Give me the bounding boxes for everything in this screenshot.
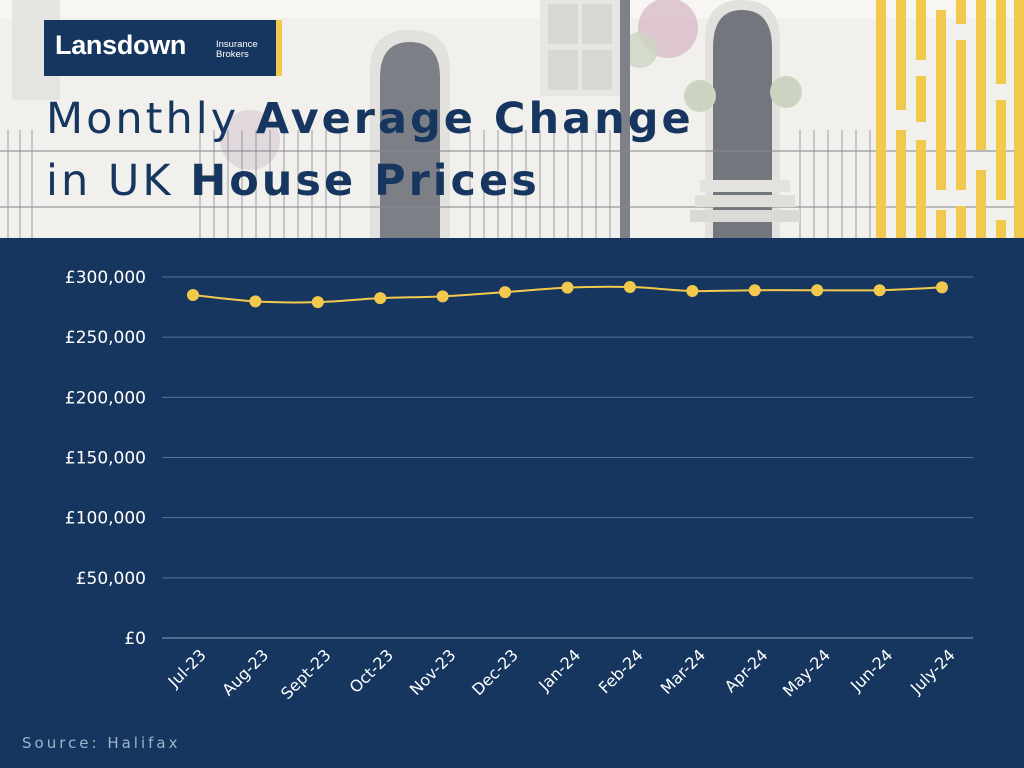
lansdown-logo: Lansdown Insurance Brokers	[44, 20, 282, 76]
header-banner: Lansdown Insurance Brokers Monthly Avera…	[0, 0, 1024, 238]
data-point	[374, 292, 387, 305]
logo-brand-text: Lansdown	[55, 30, 187, 60]
y-tick-label: £50,000	[76, 569, 146, 589]
logo-sub-line2: Brokers	[216, 49, 249, 60]
x-tick-label: Jul-23	[164, 645, 210, 691]
x-axis-ticks: Jul-23 Aug-23 Sept-23 Oct-23 Nov-23 Dec-23 Jan…	[164, 645, 959, 703]
x-tick-label: Feb-24	[595, 645, 647, 697]
x-tick-label: Jun-24	[846, 645, 896, 695]
y-tick-label: £300,000	[65, 268, 146, 288]
data-point	[499, 286, 512, 299]
data-point	[936, 281, 948, 294]
price-series	[187, 280, 948, 309]
yellow-stripe-pattern	[876, 0, 1024, 238]
data-point	[249, 295, 262, 308]
title-line1-bold: Average Change	[255, 94, 694, 144]
title-line2-light: in UK	[46, 156, 191, 206]
y-tick-label: £100,000	[65, 509, 146, 529]
data-point	[436, 290, 449, 303]
y-tick-label: £150,000	[65, 449, 146, 469]
y-tick-label: £200,000	[65, 388, 146, 408]
title-line1-light: Monthly	[46, 94, 256, 144]
gridlines	[162, 276, 973, 639]
data-point	[311, 296, 324, 309]
x-tick-label: Nov-23	[406, 645, 460, 699]
x-tick-label: Dec-23	[468, 645, 522, 699]
logo-subtitle: Insurance Brokers	[216, 40, 276, 60]
logo-sub-line1: Insurance	[216, 39, 258, 50]
data-point	[873, 284, 886, 297]
x-tick-label: Mar-24	[657, 645, 710, 698]
x-tick-label: Apr-24	[721, 645, 772, 696]
x-tick-label: Jan-24	[534, 645, 584, 695]
x-tick-label: Aug-23	[218, 645, 272, 699]
y-tick-label: £0	[124, 629, 146, 649]
data-point	[561, 281, 574, 294]
data-point	[748, 284, 761, 297]
x-tick-label: July-24	[906, 645, 959, 698]
y-axis-ticks: £0 £50,000 £100,000 £150,000 £200,000 £250,00…	[65, 268, 146, 649]
y-tick-label: £250,000	[65, 328, 146, 348]
source-note: Source: Halifax	[22, 734, 181, 752]
data-point	[187, 289, 199, 302]
data-point	[811, 284, 824, 297]
data-point	[623, 280, 636, 293]
townhouse-photo	[0, 0, 1024, 238]
title-line2-bold: House Prices	[190, 156, 540, 206]
house-price-line-chart: £0 £50,000 £100,000 £150,000 £200,000 £250,00…	[65, 268, 973, 703]
data-point	[686, 284, 699, 297]
x-tick-label: Sept-23	[277, 645, 335, 703]
page-title: Monthly Average Change in UK House Price…	[46, 88, 694, 212]
x-tick-label: May-24	[779, 645, 834, 700]
x-tick-label: Oct-23	[346, 645, 397, 696]
